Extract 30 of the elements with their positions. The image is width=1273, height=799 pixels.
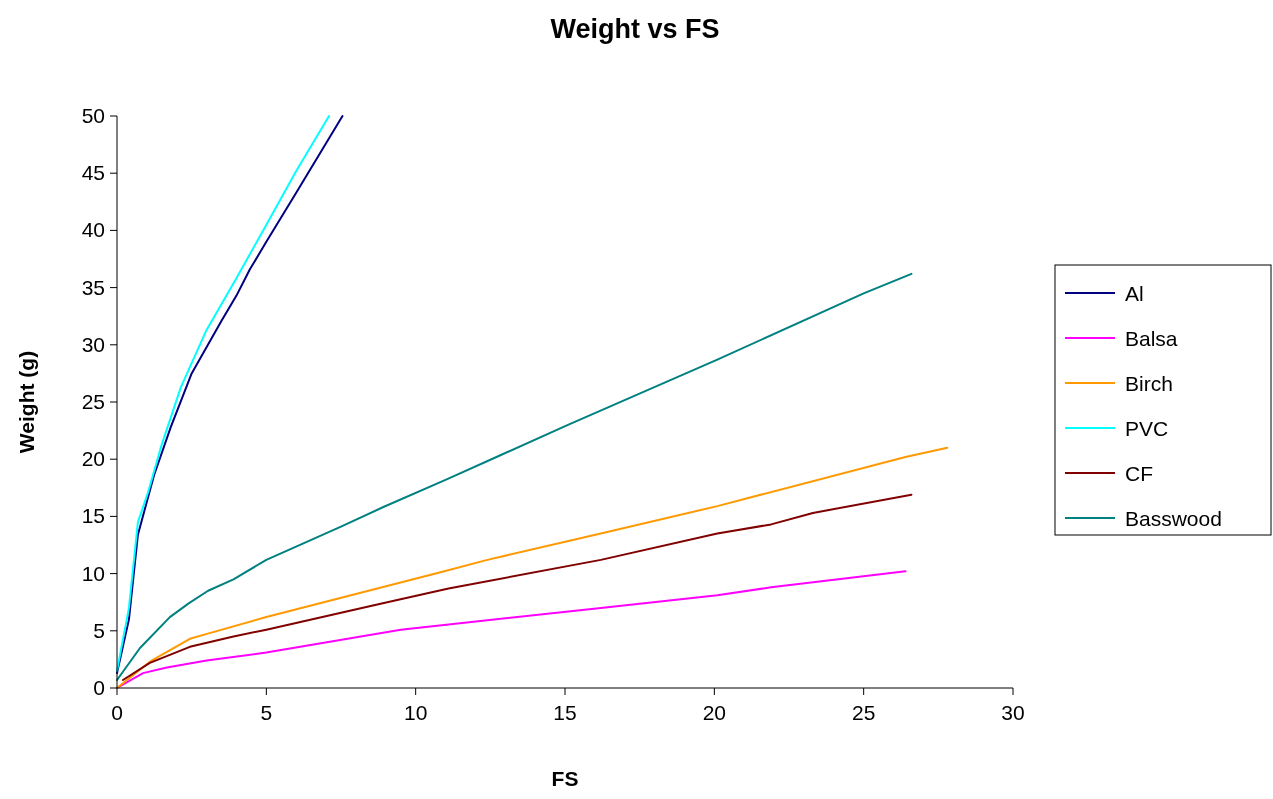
x-tick-label: 25	[851, 701, 876, 724]
legend-label: CF	[1125, 462, 1153, 485]
x-tick-label: 15	[553, 701, 577, 724]
y-axis-title: Weight (g)	[15, 350, 38, 454]
y-tick-label: 10	[81, 561, 105, 585]
x-tick-label: 30	[1001, 701, 1025, 724]
x-tick-label: 10	[403, 701, 428, 724]
x-tick-label: 5	[260, 701, 273, 724]
y-tick-label: 50	[81, 104, 105, 127]
y-tick-label: 35	[81, 275, 105, 299]
chart-title: Weight vs FS	[550, 14, 720, 44]
legend-label: PVC	[1125, 417, 1169, 440]
x-tick-label: 0	[111, 701, 123, 724]
legend-label: Al	[1125, 282, 1144, 305]
y-tick-label: 45	[81, 161, 105, 185]
line-series	[121, 493, 913, 681]
x-tick-label: 20	[702, 701, 727, 724]
legend-label: Basswood	[1125, 507, 1222, 530]
y-tick-label: 25	[81, 390, 105, 413]
y-tick-label: 40	[81, 218, 105, 242]
legend-label: Birch	[1125, 372, 1173, 395]
y-tick-label: 15	[81, 504, 105, 528]
legend-label: Balsa	[1125, 327, 1178, 350]
y-tick-label: 5	[93, 618, 105, 642]
y-tick-label: 20	[81, 447, 105, 471]
line-series	[116, 446, 949, 689]
y-tick-label: 0	[93, 676, 105, 699]
x-axis-title: FS	[551, 767, 579, 790]
y-tick-label: 30	[81, 332, 105, 356]
line-series	[116, 272, 913, 681]
